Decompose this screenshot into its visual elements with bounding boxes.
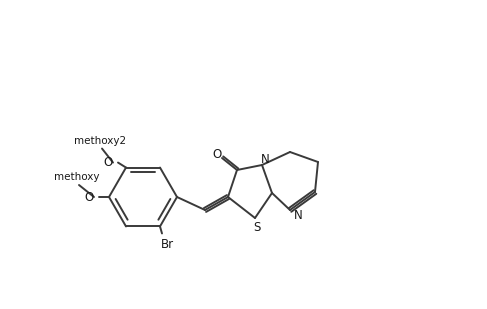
Text: Br: Br — [160, 238, 173, 251]
Text: methoxy2: methoxy2 — [74, 136, 126, 146]
Text: methoxy: methoxy — [54, 172, 100, 182]
Text: O: O — [85, 191, 94, 204]
Text: O: O — [104, 156, 113, 169]
Text: N: N — [294, 209, 302, 222]
Text: O: O — [212, 147, 222, 160]
Text: N: N — [261, 153, 269, 166]
Text: S: S — [253, 221, 261, 234]
